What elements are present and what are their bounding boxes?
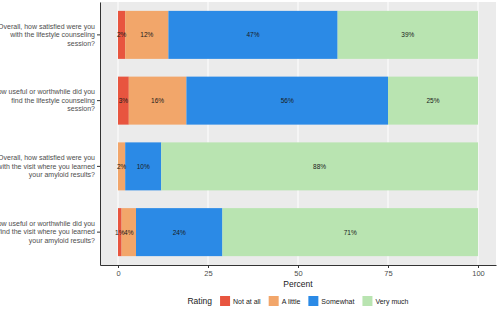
legend-title: Rating xyxy=(187,296,212,306)
y-tick-label-line: find the lifestyle counseling xyxy=(11,97,95,105)
y-axis-line xyxy=(100,3,101,266)
x-tick: 0 xyxy=(116,265,120,278)
data-label: 25% xyxy=(426,97,439,104)
data-label: 12% xyxy=(140,31,153,38)
data-label: 71% xyxy=(344,229,357,236)
x-tick-label: 50 xyxy=(294,269,302,278)
legend-label: Not at all xyxy=(233,298,261,305)
y-tick-label: How useful or worthwhile did youfind the… xyxy=(0,220,95,245)
data-label: 88% xyxy=(313,163,326,170)
data-label: 56% xyxy=(281,97,294,104)
bars xyxy=(118,11,478,256)
data-label: 24% xyxy=(173,229,186,236)
x-tick-label: 0 xyxy=(116,269,120,278)
grid xyxy=(118,2,478,265)
x-tick: 75 xyxy=(384,265,392,278)
y-tick: How useful or worthwhile did youfind the… xyxy=(0,220,100,245)
legend-label: Somewhat xyxy=(321,298,354,305)
x-axis-title: Percent xyxy=(283,279,313,289)
y-tick-label-line: with the visit where you learned xyxy=(0,163,95,171)
x-tick: 50 xyxy=(294,265,302,278)
bar-segment xyxy=(125,11,168,59)
x-tick-label: 25 xyxy=(204,269,212,278)
data-label: 16% xyxy=(151,97,164,104)
legend-label: A little xyxy=(282,298,301,305)
x-tick-mark xyxy=(208,265,209,268)
x-axis: 0 25 50 75 100 xyxy=(101,265,497,278)
legend-swatch xyxy=(362,296,372,306)
y-tick-mark xyxy=(97,34,100,35)
legend-swatch xyxy=(269,296,279,306)
y-tick-label-line: find the visit where you learned xyxy=(0,228,95,236)
y-tick: Overall, how satisfied were youwith the … xyxy=(0,23,100,47)
y-tick-label-line: with the lifestyle counseling xyxy=(9,31,95,39)
legend: Rating Not at all A little Somewhat Very muc… xyxy=(187,296,408,306)
bar-segment xyxy=(122,208,136,256)
data-label: 4% xyxy=(124,229,134,236)
y-tick-label-line: your amyloid results? xyxy=(29,171,95,179)
bar-segment xyxy=(222,208,478,256)
x-tick-mark xyxy=(298,265,299,268)
data-label: 10% xyxy=(137,163,150,170)
bar-segment xyxy=(186,77,388,125)
y-tick-label-line: your amyloid results? xyxy=(29,237,95,245)
y-tick-label: Overall, how satisfied were youwith the … xyxy=(0,23,95,47)
y-tick-label-line: session? xyxy=(67,40,95,47)
y-tick-mark xyxy=(97,232,100,233)
x-tick-mark xyxy=(118,265,119,268)
x-tick-mark xyxy=(388,265,389,268)
data-labels: 2%3%1%12%16%2%4%47%56%10%24%39%25%88%71% xyxy=(115,31,440,235)
bar-segment xyxy=(168,11,337,59)
y-tick-label-line: Overall, how satisfied were you xyxy=(0,23,95,31)
data-label: 3% xyxy=(119,97,129,104)
x-tick-mark xyxy=(478,265,479,268)
legend-label: Very much xyxy=(375,298,408,306)
x-tick: 100 xyxy=(472,265,485,278)
bar-segment xyxy=(129,77,187,125)
data-label: 2% xyxy=(117,163,127,170)
y-tick-label-line: Overall, how satisfied were you xyxy=(0,154,95,162)
x-tick: 25 xyxy=(204,265,212,278)
bar-segment xyxy=(338,11,478,59)
legend-swatch xyxy=(308,296,318,306)
y-tick: Overall, how satisfied were youwith the … xyxy=(0,154,100,179)
x-tick-label: 75 xyxy=(384,269,392,278)
bar-segment xyxy=(388,77,478,125)
y-tick-label: Overall, how satisfied were youwith the … xyxy=(0,154,95,179)
data-label: 2% xyxy=(117,31,127,38)
y-tick-label-line: session? xyxy=(67,105,95,112)
data-label: 39% xyxy=(401,31,414,38)
bar-segment xyxy=(161,142,478,190)
y-tick-label-line: How useful or worthwhile did you xyxy=(0,88,95,96)
y-tick-label-line: How useful or worthwhile did you xyxy=(0,220,95,228)
y-axis: Overall, how satisfied were youwith the … xyxy=(0,3,101,266)
y-tick-label: How useful or worthwhile did youfind the… xyxy=(0,88,95,112)
bar-segment xyxy=(125,142,161,190)
bar-segment xyxy=(136,208,222,256)
x-tick-label: 100 xyxy=(472,269,485,278)
bar-segment xyxy=(118,77,129,125)
plot-background xyxy=(100,2,496,265)
y-tick-mark xyxy=(97,166,100,167)
data-label: 47% xyxy=(246,31,259,38)
y-tick: How useful or worthwhile did youfind the… xyxy=(0,88,100,112)
y-tick-mark xyxy=(97,100,100,101)
chart: 2%3%1%12%16%2%4%47%56%10%24%39%25%88%71%… xyxy=(0,0,500,311)
legend-swatch xyxy=(220,296,230,306)
